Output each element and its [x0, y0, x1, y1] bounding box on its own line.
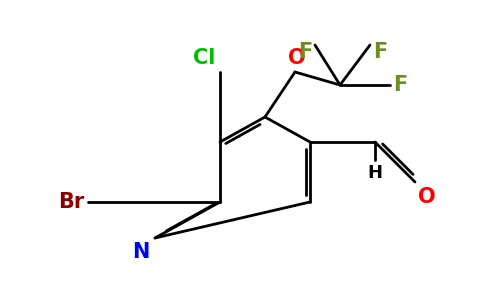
- Text: H: H: [367, 164, 382, 182]
- Text: F: F: [373, 42, 387, 62]
- Text: Br: Br: [58, 192, 84, 212]
- Text: F: F: [298, 42, 312, 62]
- Text: O: O: [418, 187, 436, 207]
- Text: F: F: [393, 75, 407, 95]
- Text: N: N: [133, 242, 150, 262]
- Text: Cl: Cl: [193, 48, 215, 68]
- Text: O: O: [288, 48, 306, 68]
